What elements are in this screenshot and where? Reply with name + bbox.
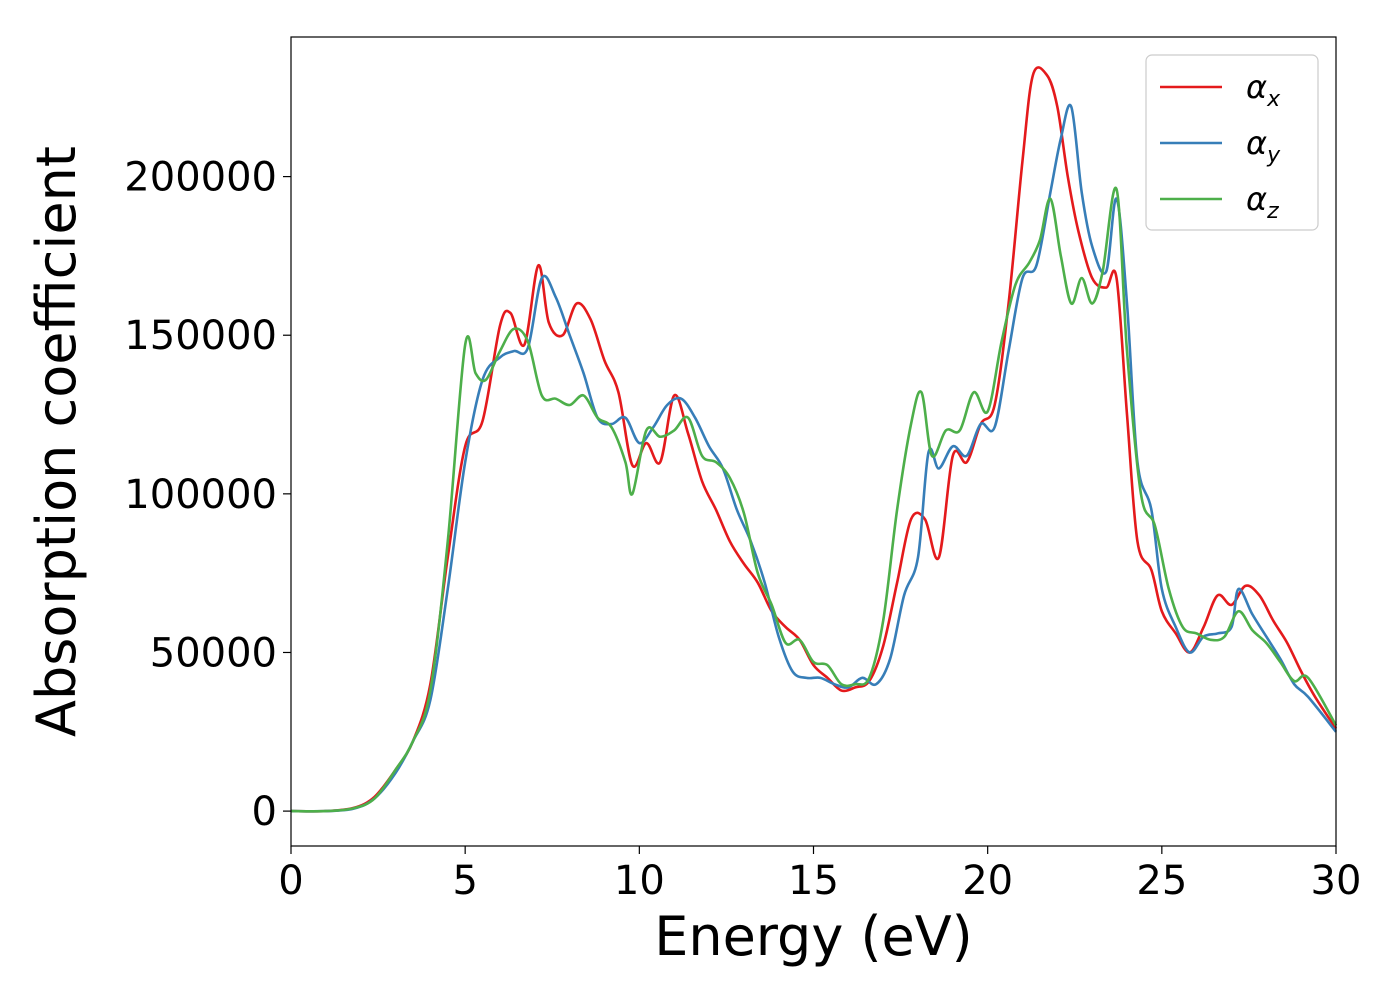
legend-box (1145, 54, 1319, 231)
y-tick-label: 150000 (124, 313, 277, 359)
x-tick-label: 10 (614, 858, 665, 904)
x-tick-label: 5 (452, 858, 477, 904)
y-axis-label: Absorption coefficient (25, 146, 88, 737)
legend-label-alpha-y: αy (1246, 124, 1281, 168)
series-line-alpha-y (290, 103, 1338, 813)
x-tick-label: 15 (788, 858, 839, 904)
y-tick-label: 50000 (150, 630, 277, 676)
legend-label-alpha-x: αx (1246, 68, 1281, 112)
x-axis-ticks: 0 5 10 15 20 25 30 (278, 846, 1361, 904)
series-line-alpha-x (290, 66, 1338, 813)
x-axis-label: Energy (eV) (654, 905, 973, 968)
y-axis-ticks: 0 50000 100000 150000 200000 (124, 155, 291, 835)
y-tick-label: 200000 (124, 155, 277, 201)
legend-label-alpha-z: αz (1246, 180, 1279, 224)
series-line-alpha-z (290, 186, 1338, 813)
y-tick-label: 100000 (124, 472, 277, 518)
legend: αx αy αz (1145, 54, 1319, 231)
x-tick-label: 20 (962, 858, 1013, 904)
x-tick-label: 0 (278, 858, 303, 904)
series-lines (290, 66, 1338, 813)
y-tick-label: 0 (252, 789, 277, 835)
x-tick-label: 25 (1136, 858, 1187, 904)
x-tick-label: 30 (1311, 858, 1362, 904)
